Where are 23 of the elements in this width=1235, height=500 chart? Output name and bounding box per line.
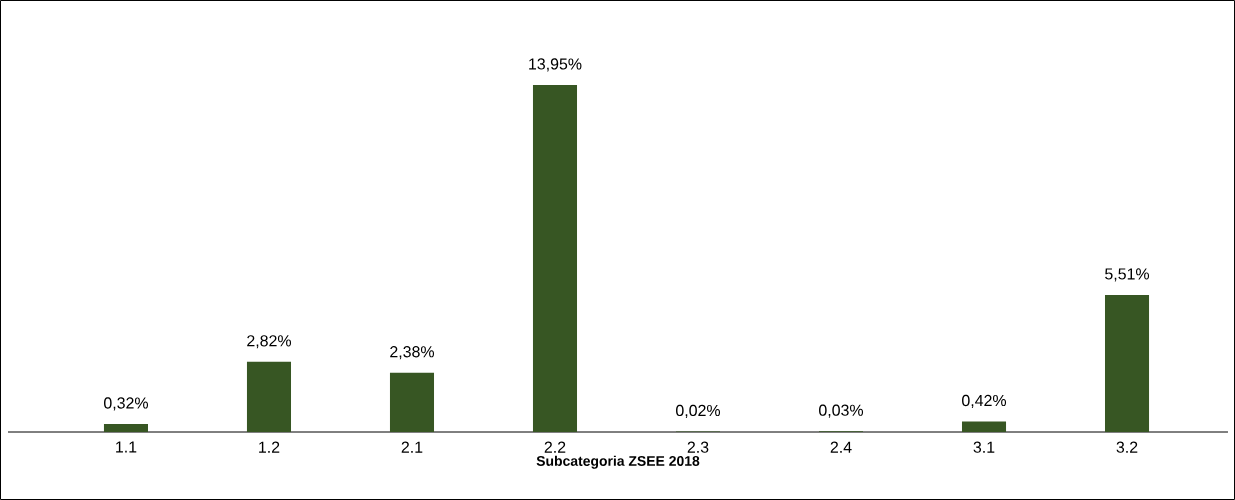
x-tick-label: 2.3 <box>687 441 709 453</box>
data-label: 13,95% <box>529 58 582 72</box>
bar <box>532 85 578 432</box>
x-tick-label: 2.1 <box>401 441 423 453</box>
x-tick-label: 2.2 <box>544 441 566 453</box>
data-label: 5,51% <box>1105 268 1150 282</box>
bar <box>961 421 1007 432</box>
data-label: 0,42% <box>962 394 1007 409</box>
x-tick-label: 3.1 <box>973 441 995 453</box>
bar <box>389 372 435 432</box>
bar <box>1104 294 1150 432</box>
data-label: 2,82% <box>247 335 292 349</box>
x-tick-label: 2.4 <box>830 441 852 453</box>
data-label: 0,03% <box>819 404 864 418</box>
bar <box>103 424 148 432</box>
x-axis-title: Subcategoria ZSEE 2018 <box>536 455 700 469</box>
x-tick-label: 3.2 <box>1116 441 1138 453</box>
data-label: 0,32% <box>104 397 149 411</box>
x-tick-label: 1.1 <box>116 441 137 453</box>
x-tick-label: 1.2 <box>259 441 280 453</box>
data-label: 0,02% <box>676 404 721 418</box>
bar <box>246 361 292 432</box>
data-label: 2,38% <box>390 346 435 360</box>
